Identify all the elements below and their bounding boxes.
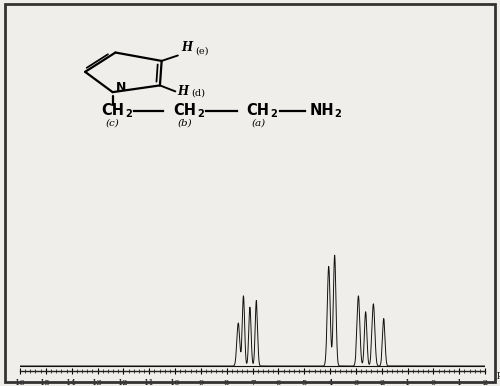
Text: 2: 2: [334, 109, 342, 119]
Text: 2: 2: [125, 109, 132, 119]
Text: H: H: [182, 41, 192, 54]
Text: (e): (e): [196, 46, 209, 56]
Text: (a): (a): [251, 119, 265, 127]
Text: 2: 2: [270, 109, 278, 119]
Text: CH: CH: [246, 103, 270, 119]
Text: (d): (d): [192, 88, 205, 97]
Text: H: H: [178, 85, 189, 98]
Text: 2: 2: [197, 109, 204, 119]
Text: CH: CH: [101, 103, 124, 119]
Text: NH: NH: [310, 103, 334, 119]
Text: N: N: [116, 81, 126, 93]
Text: ppm: ppm: [496, 370, 500, 379]
Text: (c): (c): [106, 119, 120, 127]
Text: CH: CH: [173, 103, 196, 119]
Text: (b): (b): [178, 119, 192, 127]
